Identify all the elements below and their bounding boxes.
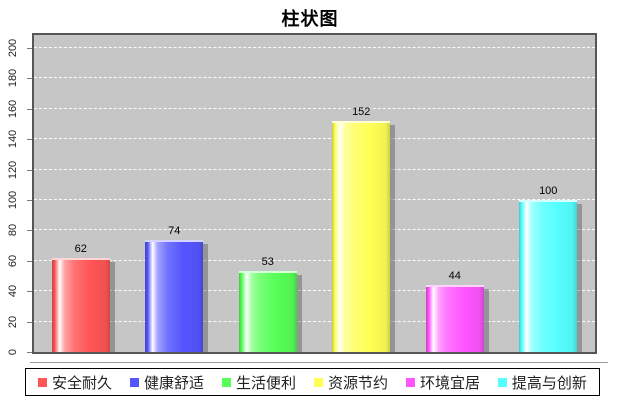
y-axis-tick-label: 140: [7, 130, 19, 149]
gridline: [34, 168, 595, 170]
y-axis-tick-label: 120: [7, 160, 19, 179]
y-axis-tick: [27, 108, 32, 110]
gridline: [34, 290, 595, 292]
y-axis-tick: [27, 352, 32, 353]
legend-item-label: 安全耐久: [52, 375, 113, 392]
bar-value-label: 53: [261, 256, 274, 269]
bar-value-label: 74: [168, 224, 181, 237]
legend: 安全耐久 健康舒适 生活便利 资源节约 环境宜居 提高与创新: [25, 368, 600, 396]
gridline: [34, 259, 595, 261]
y-axis-tick: [27, 291, 32, 293]
legend-swatch: [221, 377, 231, 387]
bar: [425, 285, 484, 352]
y-axis-tick-label: 20: [7, 315, 19, 328]
y-axis-tick: [27, 139, 32, 141]
bar: [145, 239, 204, 352]
legend-swatch: [497, 377, 507, 387]
x-axis-line: [30, 362, 608, 363]
y-axis-tick-label: 80: [7, 224, 19, 237]
legend-item-label: 生活便利: [235, 375, 296, 392]
legend-item: 资源节约: [313, 372, 388, 393]
bar: [332, 120, 391, 352]
y-axis-tick: [27, 260, 32, 262]
legend-item: 提高与创新: [497, 372, 587, 393]
legend-item: 环境宜居: [405, 372, 480, 393]
y-axis-tick: [27, 321, 32, 323]
legend-swatch: [129, 377, 139, 387]
legend-item-label: 资源节约: [327, 375, 388, 392]
y-axis-tick-label: 200: [7, 38, 19, 58]
legend-item: 安全耐久: [38, 372, 112, 393]
y-axis-tick: [27, 169, 32, 171]
y-axis: 0 20 40 60 80 100 120 140 160 180 200: [0, 33, 32, 356]
legend-swatch: [405, 377, 415, 387]
legend-item-label: 环境宜居: [419, 375, 480, 392]
gridline: [34, 47, 595, 48]
gridline: [34, 320, 595, 322]
bar-value-label: 44: [448, 270, 461, 283]
legend-item-label: 健康舒适: [143, 375, 204, 392]
legend-item: 生活便利: [221, 372, 296, 393]
bar: [51, 257, 110, 352]
y-axis-tick-label: 0: [7, 348, 19, 356]
y-axis-tick-label: 40: [7, 285, 19, 298]
gridline: [34, 229, 595, 231]
y-axis-tick: [27, 230, 32, 232]
gridline: [34, 77, 595, 79]
y-axis-tick: [27, 200, 32, 201]
y-axis-tick: [27, 78, 32, 80]
bar: [519, 200, 578, 352]
y-axis-tick-label: 160: [7, 99, 19, 118]
y-axis-tick-label: 60: [7, 254, 19, 267]
bar: [238, 271, 297, 352]
legend-swatch: [313, 377, 323, 387]
legend-swatch: [38, 377, 47, 387]
y-axis-tick-label: 180: [7, 69, 19, 88]
legend-item: 健康舒适: [129, 372, 204, 393]
y-axis-tick: [27, 48, 32, 49]
gridline: [34, 138, 595, 140]
bar-value-label: 152: [352, 105, 371, 118]
y-axis-tick-label: 100: [7, 190, 19, 210]
chart-title: 柱状图: [281, 9, 339, 29]
bar-value-label: 100: [539, 185, 558, 197]
gridline: [34, 199, 595, 200]
legend-item-label: 提高与创新: [511, 375, 587, 392]
bar-value-label: 62: [74, 242, 87, 255]
plot-area: 62 74 53 152 44 100: [32, 33, 597, 354]
gridline: [34, 107, 595, 109]
